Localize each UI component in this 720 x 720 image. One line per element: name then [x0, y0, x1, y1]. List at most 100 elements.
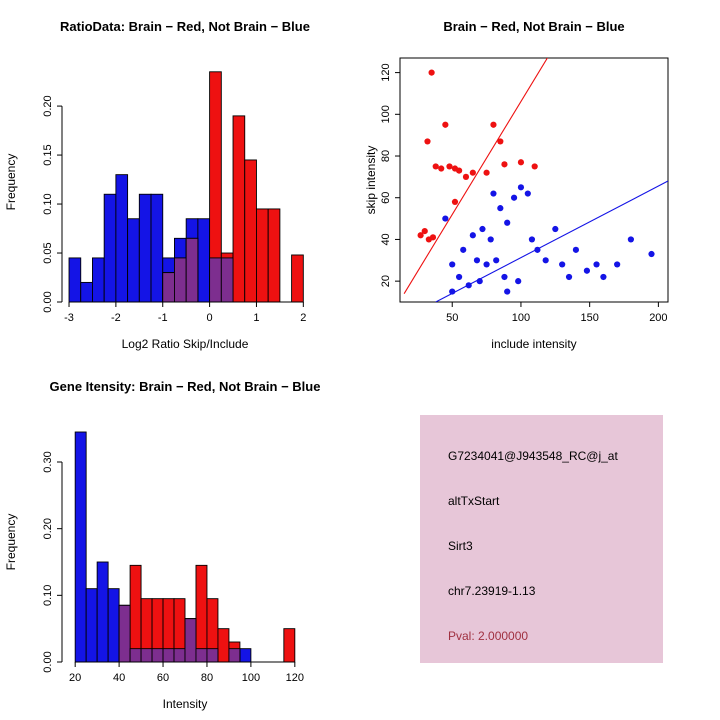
- hist-bar-overlap: [184, 618, 197, 663]
- hist-bar-overlap: [173, 648, 186, 663]
- chart-title: Gene Itensity: Brain − Red, Not Brain − …: [50, 379, 321, 394]
- hist-bar-overlap: [206, 648, 219, 663]
- point-blue: [542, 257, 549, 264]
- intensity-scatter-panel: 50 100 150 200 20 40 60 80 100 120 Brain − Red, No…: [364, 19, 669, 351]
- point-red: [501, 161, 508, 168]
- point-blue: [528, 236, 536, 243]
- hist-bar-red: [129, 564, 142, 663]
- y-tick-label: 0.10: [42, 193, 54, 214]
- point-red: [497, 138, 504, 145]
- x-tick-label: 80: [201, 672, 213, 684]
- ratio-histogram-panel: -3 -2 -1 0 1 2 0.00 0.05 0.10 0.15 0.20 RatioData: …: [4, 19, 310, 351]
- point-red: [446, 163, 453, 170]
- x-tick-label: -3: [64, 312, 74, 324]
- point-red: [462, 173, 470, 180]
- plot-box: [399, 57, 669, 303]
- point-blue: [583, 267, 591, 274]
- fit-line-blue: [435, 180, 668, 302]
- gene-name-text: Sirt3: [448, 539, 473, 553]
- y-axis-title: Frequency: [4, 514, 18, 571]
- hist-bar-overlap: [228, 648, 241, 663]
- y-tick-label: 0.00: [42, 651, 54, 672]
- hist-bar-overlap: [220, 257, 234, 303]
- y-axis-title: Frequency: [4, 154, 18, 211]
- y-tick-label: 0.30: [42, 451, 54, 472]
- point-red: [432, 163, 439, 170]
- x-tick-label: -2: [111, 312, 121, 324]
- point-blue: [479, 225, 486, 233]
- point-blue: [572, 246, 580, 253]
- point-red: [417, 232, 424, 239]
- x-axis-title: include intensity: [491, 337, 576, 351]
- y-axis-title: skip intensity: [364, 146, 378, 215]
- x-tick-label: 0: [207, 312, 213, 324]
- hist-bar-blue: [74, 431, 87, 663]
- point-blue: [497, 205, 504, 212]
- point-blue: [460, 246, 467, 253]
- point-blue: [515, 278, 522, 285]
- x-tick-label: 40: [113, 672, 125, 684]
- hist-bar-overlap: [209, 257, 222, 303]
- y-tick-label: 0.20: [42, 518, 54, 539]
- point-blue: [559, 261, 566, 268]
- point-blue: [504, 288, 511, 295]
- hist-bar-red: [244, 159, 257, 303]
- point-blue: [552, 225, 559, 233]
- point-blue: [442, 215, 449, 222]
- hist-bar-blue: [80, 281, 93, 303]
- point-red: [490, 121, 497, 128]
- point-blue: [490, 190, 497, 197]
- hist-bar-overlap: [162, 272, 175, 303]
- x-axis-title: Log2 Ratio Skip/Include: [122, 337, 249, 351]
- point-red: [438, 165, 445, 172]
- point-blue: [473, 257, 481, 264]
- y-tick-label: 0.05: [42, 242, 54, 263]
- hist-bar-blue: [150, 193, 164, 303]
- hist-bar-blue: [92, 257, 105, 303]
- hist-bar-red: [195, 564, 208, 663]
- y-tick-label: 120: [380, 63, 392, 81]
- chart-title: RatioData: Brain − Red, Not Brain − Blue: [60, 19, 310, 34]
- hist-bar-blue: [127, 218, 140, 303]
- x-tick-label: 120: [286, 672, 304, 684]
- y-tick-label: 100: [380, 105, 392, 123]
- info-panel: G7234041@J943548_RC@j_at altTxStart Sirt…: [420, 415, 663, 663]
- x-axis-title: Intensity: [163, 697, 208, 711]
- point-blue: [627, 236, 634, 243]
- point-blue: [504, 219, 511, 226]
- y-tick-label: 80: [380, 150, 392, 162]
- point-red: [421, 227, 428, 235]
- hist-bar-red: [232, 115, 246, 303]
- point-blue: [449, 261, 456, 268]
- point-red: [451, 198, 459, 205]
- hist-bar-overlap: [118, 604, 131, 663]
- hist-bar-blue: [138, 193, 152, 303]
- hist-bar-overlap: [151, 648, 164, 663]
- location-text: chr7.23919-1.13: [448, 584, 536, 598]
- hist-bar-blue: [107, 588, 120, 663]
- probe-id-text: G7234041@J943548_RC@j_at: [448, 449, 618, 463]
- point-blue: [469, 232, 476, 239]
- y-tick-label: 40: [380, 233, 392, 245]
- point-red: [455, 167, 463, 174]
- point-blue: [517, 184, 525, 191]
- point-red: [429, 234, 437, 241]
- hist-bar-blue: [68, 257, 82, 303]
- hist-bar-red: [217, 628, 230, 663]
- event-type-text: altTxStart: [448, 494, 500, 508]
- point-blue: [487, 236, 494, 243]
- x-tick-label: 1: [253, 312, 259, 324]
- fit-line-red: [403, 58, 549, 294]
- point-red: [428, 69, 435, 76]
- hist-bar-blue: [96, 561, 109, 663]
- hist-bar-overlap: [140, 648, 153, 663]
- point-red: [483, 169, 490, 176]
- y-tick-label: 0.15: [42, 144, 54, 165]
- hist-bar-blue: [197, 218, 211, 303]
- x-tick-label: 150: [580, 312, 598, 324]
- point-red: [442, 121, 449, 128]
- gene-intensity-histogram-panel: 20 40 60 80 100 120 0.00 0.10 0.20 0.30 Gene Itens…: [4, 379, 321, 711]
- hist-bar-overlap: [195, 648, 208, 663]
- point-blue: [493, 257, 500, 264]
- x-tick-label: 100: [512, 312, 530, 324]
